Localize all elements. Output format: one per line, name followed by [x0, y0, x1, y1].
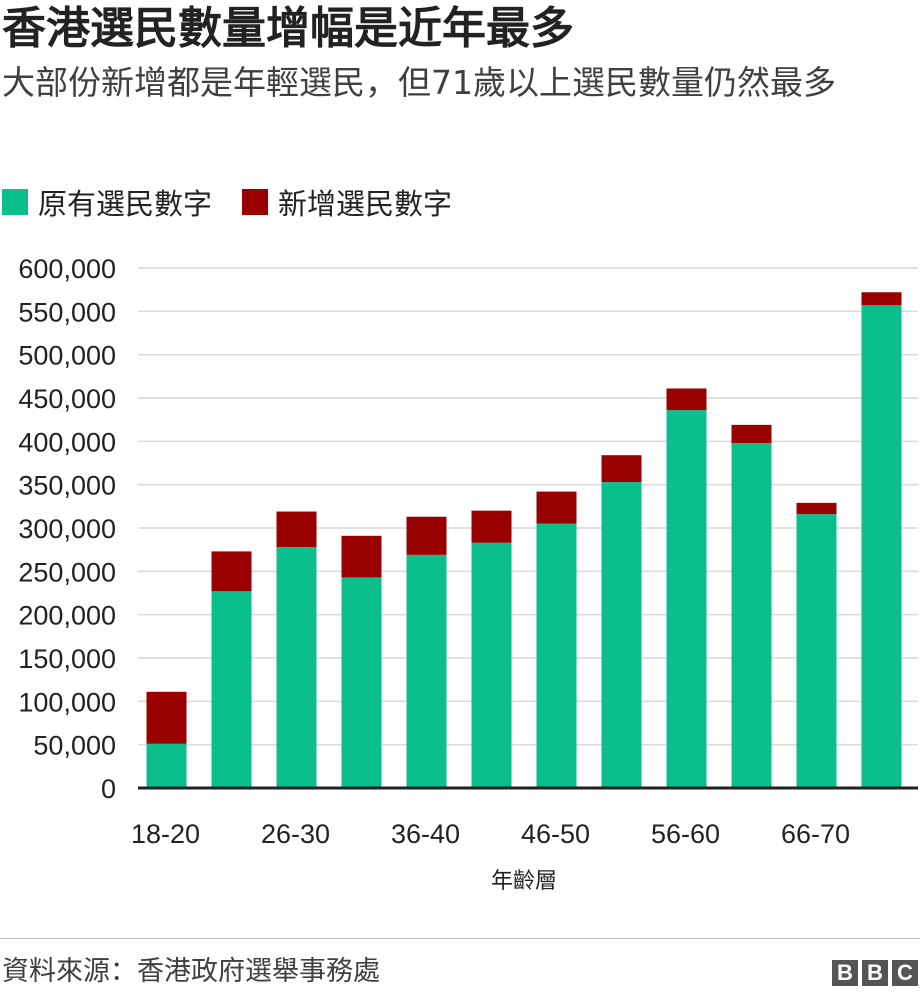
y-tick-label: 0: [101, 774, 116, 804]
bar-original-voters: [471, 542, 512, 788]
y-tick-label: 250,000: [18, 557, 116, 587]
x-tick-label: 36-40: [391, 819, 460, 849]
chart-subtitle: 大部份新增都是年輕選民，但71歲以上選民數量仍然最多: [2, 63, 836, 102]
y-tick-label: 350,000: [18, 471, 116, 501]
bar-new-voters: [536, 491, 577, 524]
legend-item-new: 新增選民數字: [242, 181, 452, 223]
x-tick-label: 18-20: [131, 819, 200, 849]
legend-swatch-new: [242, 189, 269, 215]
bar-original-voters: [666, 410, 707, 788]
y-tick-label: 400,000: [18, 427, 116, 457]
y-tick-label: 100,000: [18, 687, 116, 717]
y-tick-label: 200,000: [18, 601, 116, 631]
footer-divider: [0, 938, 920, 939]
bar-original-voters: [796, 514, 837, 788]
bbc-logo-letter-3: C: [892, 960, 918, 986]
y-tick-label: 50,000: [33, 731, 116, 761]
y-tick-label: 550,000: [18, 297, 116, 327]
x-tick-label: 66-70: [781, 819, 850, 849]
source-note: 資料來源：香港政府選舉事務處: [2, 956, 380, 987]
stacked-bar-chart: 0 50,000 100,000 150,000 200,000 250,000 300,0…: [18, 254, 918, 894]
bar-original-voters: [146, 743, 187, 788]
bar-new-voters: [731, 424, 772, 444]
bar-original-voters: [731, 443, 772, 788]
bar-new-voters: [796, 502, 837, 515]
bar-new-voters: [211, 551, 252, 592]
bar-new-voters: [276, 511, 317, 548]
chart-title: 香港選民數量增幅是近年最多: [2, 3, 574, 54]
bar-original-voters: [536, 523, 577, 788]
y-tick-label: 300,000: [18, 514, 116, 544]
x-tick-label: 26-30: [261, 819, 330, 849]
bar-original-voters: [406, 554, 447, 788]
bbc-logo: B B C: [828, 960, 918, 986]
bar-original-voters: [276, 547, 317, 788]
legend: 原有選民數字 新增選民數字: [2, 182, 482, 222]
bbc-logo-letter-1: B: [832, 960, 858, 986]
bbc-logo-letter-2: B: [862, 960, 888, 986]
legend-swatch-original: [2, 189, 28, 215]
y-tick-label: 450,000: [18, 384, 116, 414]
x-axis-title: 年齡層: [491, 869, 557, 894]
x-tick-label: 46-50: [521, 819, 590, 849]
bar-new-voters: [601, 455, 642, 483]
bar-new-voters: [861, 292, 902, 306]
bar-new-voters: [666, 388, 707, 411]
legend-label-original: 原有選民數字: [38, 187, 213, 221]
bar-new-voters: [471, 510, 512, 543]
bar-original-voters: [341, 577, 382, 788]
bar-original-voters: [861, 305, 902, 788]
y-tick-label: 150,000: [18, 644, 116, 674]
x-tick-label: 56-60: [651, 819, 720, 849]
bar-original-voters: [601, 482, 642, 788]
legend-label-new: 新增選民數字: [278, 187, 453, 221]
legend-item-original: 原有選民數字: [2, 181, 212, 223]
bar-original-voters: [211, 591, 252, 788]
y-tick-label: 500,000: [18, 341, 116, 371]
bar-new-voters: [146, 691, 187, 744]
bar-new-voters: [406, 516, 447, 555]
y-tick-label: 600,000: [18, 254, 116, 284]
bar-new-voters: [341, 535, 382, 578]
